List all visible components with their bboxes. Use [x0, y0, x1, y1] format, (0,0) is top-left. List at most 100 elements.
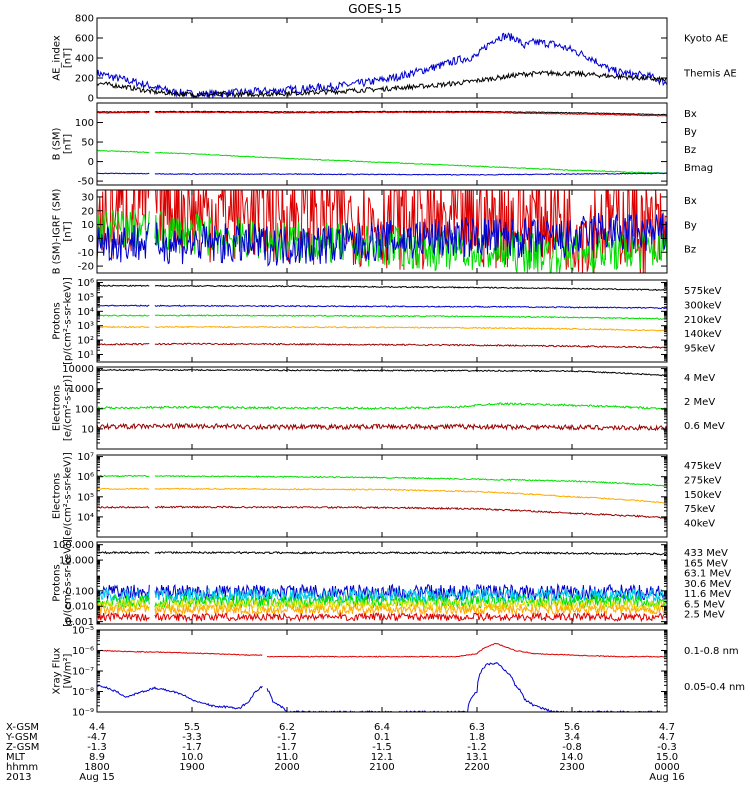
series-line: [97, 550, 667, 556]
y-tick-label: 1000: [69, 384, 94, 395]
panel-7-series: [97, 550, 667, 623]
series-line: [97, 642, 667, 658]
x-tick-label: 15.0: [656, 752, 678, 763]
x-tick-label: -1.7: [277, 732, 297, 743]
y-axis-label: Protons: [52, 302, 63, 339]
legend-entry: 95keV: [684, 344, 715, 355]
legend-entry: 433 MeV: [684, 548, 728, 559]
legend-entry: Bx: [684, 196, 697, 207]
panel-1: 0 200 400 600 800 AE_index [nT] Kyoto AE Themis …: [52, 14, 737, 105]
panel-5: 10 100 1000 10000 Electrons [e/(cm²-s-sr)] 4 M…: [52, 364, 725, 450]
x-tick-label: 5.6: [564, 722, 580, 733]
y-axis-label: [nT]: [63, 221, 74, 241]
legend-entry: 575keV: [684, 286, 722, 297]
series-line: [97, 505, 667, 519]
y-tick-label: 10⁻⁵: [72, 626, 94, 637]
x-tick-label: 6.4: [374, 722, 390, 733]
x-tick-label: 1.8: [469, 732, 485, 743]
legend-entry: Themis AE: [683, 69, 737, 80]
y-tick-label: -20: [78, 262, 94, 273]
legend-entry: 11.6 MeV: [684, 589, 731, 600]
y-tick-label: 10³: [77, 321, 94, 332]
series-line: [97, 487, 667, 504]
y-tick-label: 30: [81, 192, 94, 203]
y-tick-label: 10⁴: [77, 512, 94, 523]
y-tick-label: 10⁴: [77, 307, 94, 318]
y-tick-label: 10⁷: [77, 452, 94, 463]
legend-entry: 4 MeV: [684, 373, 715, 384]
series-line: [97, 402, 667, 411]
legend-entry: 275keV: [684, 475, 722, 486]
legend-entry: Bz: [684, 145, 696, 156]
y-tick-label: 10¹: [77, 350, 94, 361]
y-axis-label: Electrons: [52, 385, 63, 431]
series-line: [97, 149, 667, 174]
panel-5-series: [97, 368, 667, 432]
legend-entry: Bz: [684, 245, 696, 256]
y-tick-label: 100.000: [53, 540, 94, 551]
y-axis-label: [W/m²]: [63, 653, 74, 688]
x-tick-label: -1.3: [87, 742, 107, 753]
y-tick-label: 10: [81, 220, 94, 231]
x-tick-label: -3.3: [182, 732, 202, 743]
legend-entry: Bmag: [684, 163, 713, 174]
y-axis-label: B (SM)-IGRF (SM): [52, 189, 63, 275]
y-tick-label: -50: [78, 177, 94, 188]
y-tick-label: 400: [75, 54, 94, 65]
legend-entry: 0.6 MeV: [684, 421, 725, 432]
series-line: [97, 212, 667, 267]
x-tick-label: -1.7: [277, 742, 297, 753]
series-line: [97, 474, 667, 487]
legend-entry: 300keV: [684, 300, 722, 311]
y-tick-label: 600: [75, 34, 94, 45]
series-line: [97, 32, 667, 98]
x-row-label: Z-GSM: [6, 742, 39, 753]
y-axis-label: B (SM): [52, 127, 63, 160]
series-line: [97, 172, 667, 176]
y-tick-label: 10: [81, 424, 94, 435]
x-tick-label: 10.0: [181, 752, 203, 763]
y-tick-label: 0: [88, 157, 94, 168]
panel-4: 10¹ 10² 10³ 10⁴ 10⁵ 10⁶ Protons [p/(cm²-s-sr-ke…: [52, 277, 722, 365]
y-tick-label: 200: [75, 74, 94, 85]
x-row-label: Y-GSM: [5, 732, 38, 743]
legend-entry: By: [684, 220, 697, 231]
x-row-label: MLT: [6, 752, 26, 763]
y-tick-label: -10: [78, 248, 94, 259]
series-line: [97, 422, 667, 432]
series-line: [97, 325, 667, 332]
panel-2-series: [97, 110, 667, 176]
series-line: [97, 111, 667, 117]
y-axis-label: Protons: [52, 564, 63, 601]
y-axis-label: Xray Flux: [52, 647, 63, 694]
x-tick-label: 0000: [654, 762, 679, 773]
panel-frame: [96, 454, 668, 538]
y-tick-label: 0: [88, 234, 94, 245]
y-axis-label: [p/(cm²-s-sr-keV)]: [63, 277, 74, 365]
y-tick-label: 100: [75, 404, 94, 415]
panel-1-series: [97, 32, 667, 98]
legend-entry: 2 MeV: [684, 397, 715, 408]
series-line: [97, 284, 667, 291]
series-line: [97, 603, 667, 617]
y-tick-label: 0.010: [65, 602, 94, 613]
y-tick-label: 10⁻⁷: [72, 667, 94, 678]
x-tick-label: 3.4: [564, 732, 580, 743]
y-tick-label: 10⁶: [77, 278, 94, 289]
y-tick-label: 50: [81, 138, 94, 149]
y-tick-label: 10⁻⁸: [72, 687, 94, 698]
legend-entry: 150keV: [684, 490, 722, 501]
panel-6: 10⁴ 10⁵ 10⁶ 10⁷ Electrons [e/(cm²-s-sr-keV)] 4…: [52, 452, 722, 540]
y-tick-label: 10⁵: [77, 292, 94, 303]
series-line: [97, 661, 667, 712]
x-tick-label: 2200: [464, 762, 489, 773]
x-tick-label: -1.2: [467, 742, 487, 753]
panel-7: 0.001 0.010 0.100 10.000 100.000 Protons [p/(c…: [52, 539, 732, 628]
y-tick-label: 20: [81, 206, 94, 217]
y-axis-label: Electrons: [52, 473, 63, 519]
panel-4-series: [97, 284, 667, 349]
y-axis-label: AE_index: [52, 35, 63, 81]
panel-frame: [96, 279, 668, 363]
